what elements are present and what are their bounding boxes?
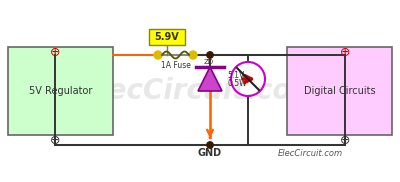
Text: ZD: ZD (204, 59, 214, 65)
Text: ⊕: ⊕ (50, 46, 60, 58)
Text: 5.1V: 5.1V (227, 72, 244, 80)
Text: 0.5W: 0.5W (227, 80, 247, 88)
Text: ElecCircuit.com: ElecCircuit.com (79, 77, 321, 105)
Text: 5V Regulator: 5V Regulator (29, 86, 92, 96)
Bar (8, 47, 113, 135)
Text: 5.9V: 5.9V (155, 32, 179, 42)
Circle shape (207, 52, 213, 58)
Circle shape (207, 142, 213, 148)
Text: ElecCircuit.com: ElecCircuit.com (278, 149, 342, 157)
FancyBboxPatch shape (149, 29, 185, 45)
Bar (55, 55, 345, 145)
Bar (287, 47, 392, 135)
Text: ⊖: ⊖ (50, 134, 60, 147)
Polygon shape (198, 67, 222, 91)
Text: Digital Circuits: Digital Circuits (304, 86, 375, 96)
Text: ⊖: ⊖ (340, 134, 350, 147)
Circle shape (189, 51, 197, 59)
Text: GND: GND (198, 148, 222, 158)
Text: ⊕: ⊕ (340, 46, 350, 58)
Circle shape (154, 51, 162, 59)
Text: 1A Fuse: 1A Fuse (160, 61, 190, 70)
